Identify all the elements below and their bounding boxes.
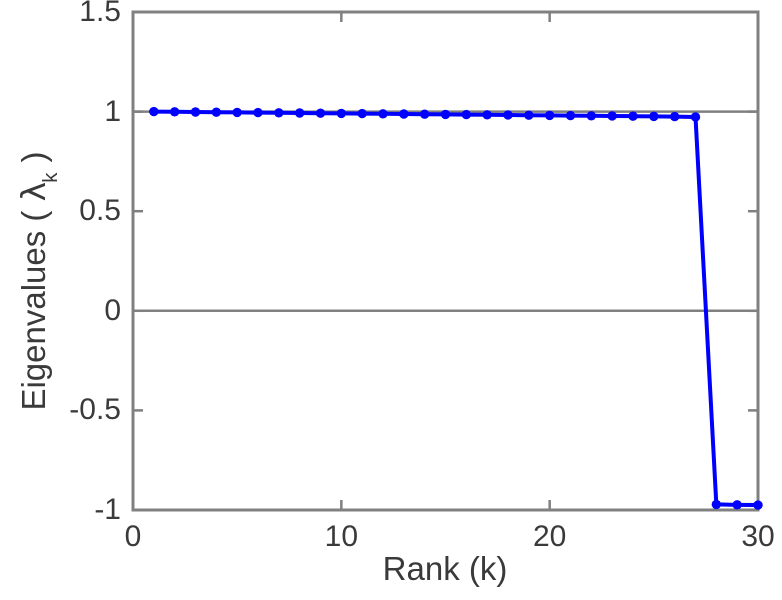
data-point-marker (503, 110, 513, 120)
x-axis-tick-label: 10 (324, 520, 359, 553)
data-point-marker (461, 109, 472, 120)
y-axis-title-suffix: ) (14, 151, 52, 172)
eigenvalue-series-line (151, 109, 760, 508)
data-point-marker (544, 110, 555, 121)
data-point-marker (315, 108, 326, 118)
data-point-marker (399, 109, 409, 119)
data-point-marker (524, 110, 534, 120)
y-axis-tick-label: 0 (104, 293, 121, 327)
data-point-marker (357, 108, 367, 119)
data-point-marker (253, 107, 263, 118)
plot-frame (131, 10, 760, 512)
y-axis-title: Eigenvalues ( λk ) (13, 31, 62, 531)
x-axis-tick-label: 20 (532, 520, 567, 553)
data-point-marker (732, 500, 742, 510)
data-point-marker (690, 112, 701, 122)
y-axis-ticks (133, 10, 758, 512)
data-point-marker (565, 110, 576, 121)
data-point-marker (211, 107, 222, 117)
y-axis-tick-label: 1 (104, 94, 121, 128)
data-point-marker (753, 500, 763, 510)
data-point-marker (190, 107, 201, 117)
y-axis-tick-label: -0.5 (69, 393, 121, 427)
data-point-marker (169, 107, 180, 117)
data-point-marker (232, 107, 242, 118)
gridlines (133, 110, 758, 313)
data-point-marker (419, 109, 430, 119)
y-axis-tick-label: 1.5 (79, 0, 121, 28)
x-axis-ticks (131, 12, 760, 510)
eigenvalue-series-markers (149, 106, 763, 510)
x-axis-tick-label: 30 (741, 520, 775, 553)
axes-box (131, 10, 760, 512)
data-point-marker (607, 111, 617, 121)
data-point-marker (294, 108, 305, 118)
data-point-marker (628, 111, 638, 121)
data-point-marker (336, 108, 347, 119)
data-point-marker (649, 111, 659, 122)
data-point-marker (586, 111, 597, 121)
lambda-symbol: λ (13, 181, 53, 202)
data-point-marker (274, 108, 284, 118)
x-axis-tick-label: 0 (124, 520, 142, 553)
lambda-subscript: k (39, 172, 63, 183)
x-axis-title: Rank (k) (382, 550, 508, 587)
data-point-marker (378, 109, 388, 119)
data-point-marker (711, 499, 722, 510)
data-point-marker (149, 106, 159, 117)
y-axis-tick-label: -1 (94, 493, 121, 526)
data-point-marker (440, 109, 451, 120)
data-point-marker (482, 110, 492, 120)
y-axis-tick-label: 0.5 (79, 194, 121, 228)
data-point-marker (669, 111, 680, 122)
y-axis-title-prefix: Eigenvalues ( (14, 201, 52, 411)
data-series-group (149, 106, 763, 510)
